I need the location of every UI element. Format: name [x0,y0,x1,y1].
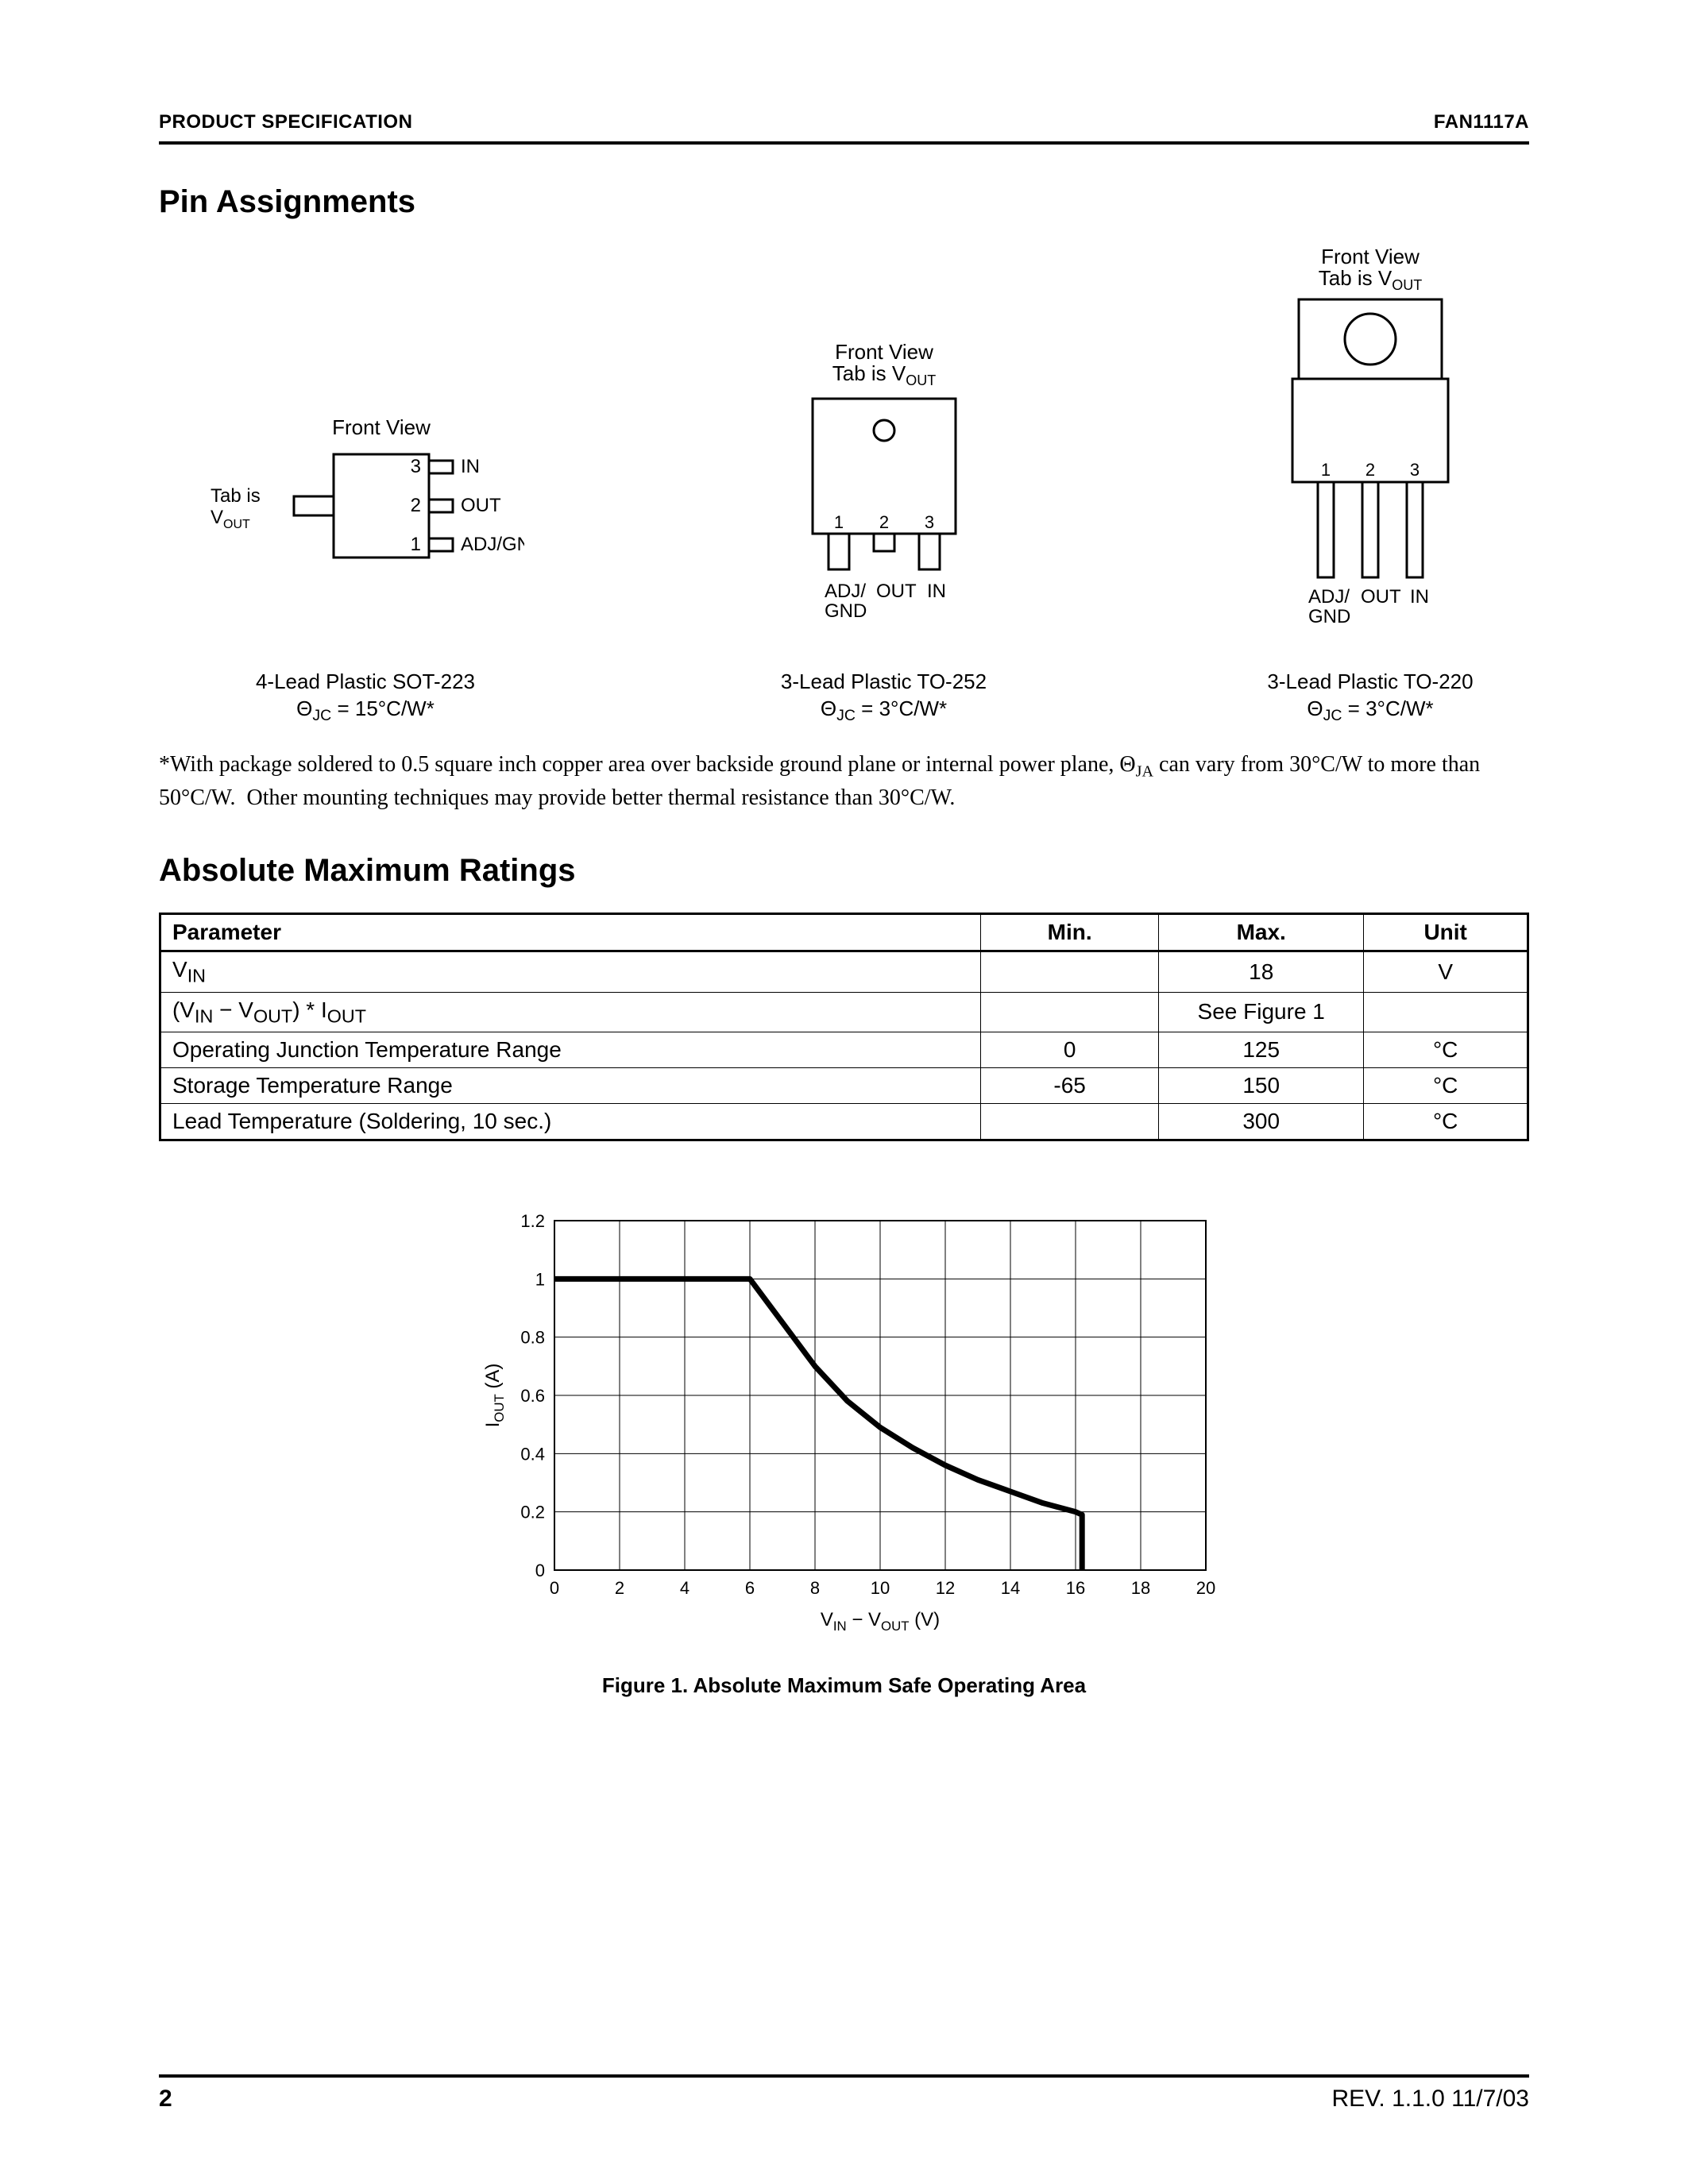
section-title-pin: Pin Assignments [159,184,1529,220]
svg-text:3: 3 [1410,460,1420,480]
svg-text:20: 20 [1196,1578,1215,1598]
svg-text:3: 3 [411,456,421,477]
svg-text:ADJ/GND: ADJ/GND [461,534,524,555]
svg-text:0.8: 0.8 [520,1328,545,1348]
svg-text:OUT: OUT [876,581,917,602]
svg-text:GND: GND [1308,606,1350,627]
table-row: VIN18V [160,951,1528,992]
svg-text:ADJ/: ADJ/ [825,581,866,602]
package-to220: Front View Tab is VOUT 1 2 3 ADJ/ GND OU… [1243,244,1497,726]
sot223-diagram: Front View 3 2 1 IN OUT ADJ/GND Tab is [207,411,524,649]
svg-text:0: 0 [549,1578,558,1598]
svg-text:0.6: 0.6 [520,1386,545,1406]
label-front-view: Front View [332,415,431,439]
pin-diagrams-row: Front View 3 2 1 IN OUT ADJ/GND Tab is [159,244,1529,726]
chart-container: 0 2 4 6 8 10 12 14 16 18 20 0 0.2 0.4 0.6 0.8 1 1.2 VIN − … [159,1205,1529,1650]
package-sot223: Front View 3 2 1 IN OUT ADJ/GND Tab is [207,411,524,726]
svg-text:Front View: Front View [835,340,933,364]
svg-text:2: 2 [411,495,421,516]
to252-diagram: Front View Tab is VOUT 1 2 3 ADJ/ GND OU… [757,339,1011,649]
section-title-ratings: Absolute Maximum Ratings [159,853,1529,889]
svg-text:OUT: OUT [1361,586,1401,608]
svg-text:VIN − VOUT (V): VIN − VOUT (V) [820,1609,939,1634]
page-header: PRODUCT SPECIFICATION FAN1117A [159,111,1529,145]
svg-text:1.2: 1.2 [520,1211,545,1231]
sot223-caption: 4-Lead Plastic SOT-223 ΘJC = 15°C/W* [207,669,524,726]
svg-text:0.4: 0.4 [520,1444,545,1464]
svg-text:12: 12 [935,1578,954,1598]
svg-text:14: 14 [1000,1578,1019,1598]
package-to252: Front View Tab is VOUT 1 2 3 ADJ/ GND OU… [757,339,1011,726]
col-max: Max. [1159,913,1364,951]
table-row: Operating Junction Temperature Range0125… [160,1032,1528,1068]
soa-chart: 0 2 4 6 8 10 12 14 16 18 20 0 0.2 0.4 0.6 0.8 1 1.2 VIN − … [467,1205,1222,1650]
col-parameter: Parameter [160,913,981,951]
svg-text:IN: IN [1410,586,1429,608]
svg-text:Tab is: Tab is [211,485,261,507]
table-row: (VIN − VOUT) * IOUTSee Figure 1 [160,992,1528,1032]
svg-text:10: 10 [870,1578,889,1598]
svg-text:Front View: Front View [1321,245,1420,268]
svg-text:1: 1 [833,512,843,532]
svg-text:IN: IN [927,581,946,602]
page-footer: 2 REV. 1.1.0 11/7/03 [159,2074,1529,2113]
svg-text:1: 1 [535,1269,544,1289]
datasheet-page: PRODUCT SPECIFICATION FAN1117A Pin Assig… [0,0,1688,2184]
table-row: Storage Temperature Range-65150°C [160,1068,1528,1104]
to220-diagram: Front View Tab is VOUT 1 2 3 ADJ/ GND OU… [1243,244,1497,649]
package-footnote: *With package soldered to 0.5 square inc… [159,750,1529,813]
svg-text:6: 6 [744,1578,754,1598]
svg-text:0: 0 [535,1561,544,1580]
svg-text:IOUT (A): IOUT (A) [482,1364,507,1428]
svg-text:8: 8 [809,1578,819,1598]
svg-text:3: 3 [924,512,933,532]
svg-text:IN: IN [461,456,480,477]
svg-text:Tab is VOUT: Tab is VOUT [832,361,936,388]
table-header-row: Parameter Min. Max. Unit [160,913,1528,951]
svg-text:2: 2 [879,512,888,532]
header-left: PRODUCT SPECIFICATION [159,111,412,133]
header-right: FAN1117A [1434,111,1529,133]
to220-caption: 3-Lead Plastic TO-220 ΘJC = 3°C/W* [1243,669,1497,726]
svg-text:GND: GND [825,600,867,622]
svg-text:1: 1 [1321,460,1331,480]
svg-text:Tab is VOUT: Tab is VOUT [1319,266,1423,293]
table-row: Lead Temperature (Soldering, 10 sec.)300… [160,1104,1528,1140]
svg-text:18: 18 [1130,1578,1149,1598]
svg-text:VOUT: VOUT [211,507,250,531]
svg-text:2: 2 [614,1578,624,1598]
page-number: 2 [159,2086,172,2113]
revision-label: REV. 1.1.0 11/7/03 [1331,2086,1529,2113]
svg-text:2: 2 [1365,460,1375,480]
figure-caption: Figure 1. Absolute Maximum Safe Operatin… [159,1673,1529,1698]
col-unit: Unit [1364,913,1528,951]
svg-text:4: 4 [679,1578,689,1598]
svg-text:ADJ/: ADJ/ [1308,586,1350,608]
to252-caption: 3-Lead Plastic TO-252 ΘJC = 3°C/W* [757,669,1011,726]
svg-text:OUT: OUT [461,495,501,516]
svg-text:0.2: 0.2 [520,1503,545,1522]
ratings-table: Parameter Min. Max. Unit VIN18V(VIN − VO… [159,913,1529,1141]
col-min: Min. [981,913,1159,951]
svg-text:1: 1 [411,534,421,555]
svg-text:16: 16 [1065,1578,1084,1598]
